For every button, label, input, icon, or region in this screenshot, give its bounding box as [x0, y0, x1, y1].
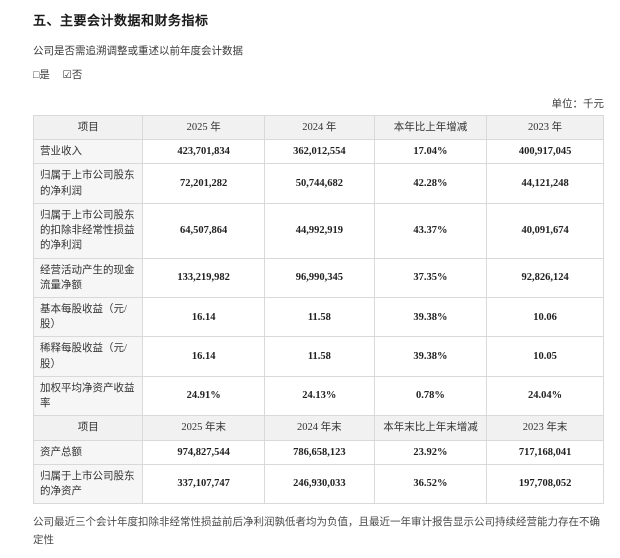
value-2025: 337,107,747 — [142, 463, 265, 505]
value-2023: 24.04% — [486, 375, 604, 417]
table-row: 归属于上市公司股东的净资产 337,107,747 246,930,033 36… — [32, 463, 604, 505]
row-label: 经营活动产生的现金流量净额 — [32, 257, 144, 298]
financial-indicators-table: 项目 2025 年 2024 年 本年比上年增减 2023 年 营业收入 423… — [32, 114, 604, 505]
table-row: 基本每股收益（元/股） 16.14 11.58 39.38% 10.06 — [32, 296, 604, 338]
table-row: 营业收入 423,701,834 362,012,554 17.04% 400,… — [32, 139, 604, 165]
header-change-eoy: 本年末比上年末增减 — [373, 415, 488, 441]
value-change: 39.38% — [373, 296, 488, 338]
value-change: 42.28% — [373, 163, 488, 204]
table-row: 经营活动产生的现金流量净额 133,219,982 96,990,345 37.… — [32, 257, 604, 298]
going-concern-footnote: 公司最近三个会计年度扣除非经常性损益前后净利润孰低者均为负值，且最近一年审计报告… — [33, 517, 600, 546]
value-2024: 50,744,682 — [263, 163, 375, 204]
value-2024: 786,658,123 — [263, 439, 375, 465]
value-2025: 133,219,982 — [142, 257, 265, 298]
value-2024: 44,992,919 — [263, 202, 375, 259]
checkbox-yes: □是 — [33, 70, 50, 81]
value-2025: 16.14 — [142, 336, 265, 377]
value-2023: 10.06 — [486, 296, 604, 338]
value-2024: 11.58 — [263, 296, 375, 338]
checkbox-no: ☑否 — [62, 70, 83, 81]
value-2024: 11.58 — [263, 336, 375, 377]
value-2024: 24.13% — [263, 375, 375, 417]
value-2024: 96,990,345 — [263, 257, 375, 298]
table-row: 加权平均净资产收益率 24.91% 24.13% 0.78% 24.04% — [32, 375, 604, 417]
restatement-question: 公司是否需追溯调整或重述以前年度会计数据 — [33, 46, 243, 57]
restatement-options: □是 ☑否 — [33, 67, 604, 82]
value-2024: 362,012,554 — [263, 139, 375, 165]
value-change: 36.52% — [373, 463, 488, 505]
row-label: 稀释每股收益（元/股） — [32, 336, 144, 377]
header-2024-eoy: 2024 年末 — [263, 415, 375, 441]
value-2023: 40,091,674 — [486, 202, 604, 259]
value-2023: 400,917,045 — [486, 139, 604, 165]
value-change: 17.04% — [373, 139, 488, 165]
row-label: 归属于上市公司股东的净利润 — [32, 163, 144, 204]
value-2025: 974,827,544 — [142, 439, 265, 465]
row-label: 营业收入 — [32, 139, 144, 165]
header-item: 项目 — [32, 415, 144, 441]
value-2025: 423,701,834 — [142, 139, 265, 165]
value-2025: 16.14 — [142, 296, 265, 338]
value-2023: 197,708,052 — [486, 463, 604, 505]
row-label: 基本每股收益（元/股） — [32, 296, 144, 338]
row-label: 加权平均净资产收益率 — [32, 375, 144, 417]
header-2023-eoy: 2023 年末 — [486, 415, 604, 441]
header-item: 项目 — [32, 114, 144, 141]
table-row: 归属于上市公司股东的净利润 72,201,282 50,744,682 42.2… — [32, 163, 604, 204]
row-label: 资产总额 — [32, 439, 144, 465]
value-2024: 246,930,033 — [263, 463, 375, 505]
value-2023: 717,168,041 — [486, 439, 604, 465]
value-2023: 92,826,124 — [486, 257, 604, 298]
header-2024: 2024 年 — [263, 114, 375, 141]
value-2025: 24.91% — [142, 375, 265, 417]
header-2025: 2025 年 — [142, 114, 265, 141]
table-row: 归属于上市公司股东的扣除非经常性损益的净利润 64,507,864 44,992… — [32, 202, 604, 259]
value-2023: 44,121,248 — [486, 163, 604, 204]
value-2025: 72,201,282 — [142, 163, 265, 204]
table-header-annual: 项目 2025 年 2024 年 本年比上年增减 2023 年 — [32, 114, 604, 141]
value-2023: 10.05 — [486, 336, 604, 377]
value-change: 39.38% — [373, 336, 488, 377]
header-2025-eoy: 2025 年末 — [142, 415, 265, 441]
row-label: 归属于上市公司股东的净资产 — [32, 463, 144, 505]
value-2025: 64,507,864 — [142, 202, 265, 259]
header-change: 本年比上年增减 — [373, 114, 488, 141]
unit-label: 单位：千元 — [551, 99, 605, 110]
value-change: 43.37% — [373, 202, 488, 259]
table-header-endofyear: 项目 2025 年末 2024 年末 本年末比上年末增减 2023 年末 — [32, 415, 604, 441]
value-change: 0.78% — [373, 375, 488, 417]
table-row: 资产总额 974,827,544 786,658,123 23.92% 717,… — [32, 439, 604, 465]
value-change: 23.92% — [373, 439, 488, 465]
row-label: 归属于上市公司股东的扣除非经常性损益的净利润 — [32, 202, 144, 259]
table-row: 稀释每股收益（元/股） 16.14 11.58 39.38% 10.05 — [32, 336, 604, 377]
section-title: 五、主要会计数据和财务指标 — [33, 13, 209, 28]
value-change: 37.35% — [373, 257, 488, 298]
header-2023: 2023 年 — [486, 114, 604, 141]
